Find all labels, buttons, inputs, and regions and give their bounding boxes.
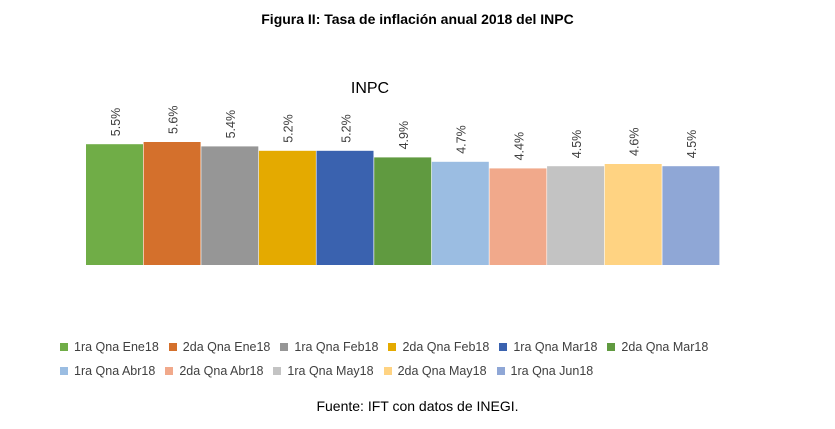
legend-swatch xyxy=(273,367,282,375)
data-label-10: 4.6% xyxy=(628,128,642,157)
bars-group xyxy=(86,142,720,265)
data-labels-group: 5.5% 5.6% 5.4% 5.2% 5.2% 4.9% 4.7% 4.4% 4.5% 4.6%… xyxy=(109,106,699,161)
legend-label: 1ra Qna May18 xyxy=(287,364,374,378)
bar-6 xyxy=(374,157,432,265)
bar-3 xyxy=(201,146,259,265)
data-label-2: 5.6% xyxy=(167,106,181,135)
legend-row-1: 1ra Qna Ene18 2da Qna Ene18 1ra Qna Feb18 2… xyxy=(60,335,780,359)
data-label-1: 5.5% xyxy=(109,108,123,137)
source-note: Fuente: IFT con datos de INEGI. xyxy=(316,398,519,414)
legend-label: 2da Qna May18 xyxy=(397,364,487,378)
legend-label: 2da Qna Mar18 xyxy=(621,340,709,354)
chart-title: INPC xyxy=(351,80,389,97)
legend-label: 1ra Qna Feb18 xyxy=(294,340,379,354)
legend-label: 2da Qna Abr18 xyxy=(179,364,264,378)
data-label-4: 5.2% xyxy=(282,114,296,143)
legend-label: 1ra Qna Mar18 xyxy=(513,340,598,354)
legend-row-2: 1ra Qna Abr18 2da Qna Abr18 1ra Qna May18 2… xyxy=(60,359,780,383)
bar-1 xyxy=(86,144,143,265)
data-label-8: 4.4% xyxy=(512,132,526,161)
legend-swatch xyxy=(165,367,174,375)
legend-item-5: 1ra Qna Mar18 xyxy=(499,340,597,354)
data-label-7: 4.7% xyxy=(455,125,469,154)
data-label-9: 4.5% xyxy=(570,130,584,159)
bar-10 xyxy=(604,164,662,265)
data-label-5: 5.2% xyxy=(339,114,353,143)
bar-8 xyxy=(489,168,547,265)
data-label-11: 4.5% xyxy=(685,130,699,159)
legend-item-9: 1ra Qna May18 xyxy=(273,364,374,378)
chart-legend: 1ra Qna Ene18 2da Qna Ene18 1ra Qna Feb18 2… xyxy=(60,335,780,383)
bar-7 xyxy=(431,161,489,265)
bar-4 xyxy=(258,150,316,265)
inpc-bar-chart: INPC 5.5% 5.6% 5.4% 5.2% 5.2% 4.9% 4.7% 4.4% 4.5… xyxy=(86,80,720,265)
legend-swatch xyxy=(383,367,392,375)
legend-swatch xyxy=(60,367,68,375)
legend-item-7: 1ra Qna Abr18 xyxy=(60,364,155,378)
legend-swatch xyxy=(60,343,68,351)
legend-label: 1ra Qna Ene18 xyxy=(74,340,159,354)
legend-swatch xyxy=(388,343,397,351)
figure-title: Figura II: Tasa de inflación anual 2018 … xyxy=(261,11,574,27)
legend-item-8: 2da Qna Abr18 xyxy=(165,364,263,378)
bar-9 xyxy=(547,166,605,265)
legend-item-2: 2da Qna Ene18 xyxy=(168,340,271,354)
bar-11 xyxy=(662,166,720,265)
legend-swatch xyxy=(496,367,505,375)
data-label-3: 5.4% xyxy=(224,110,238,139)
legend-label: 1ra Qna Jun18 xyxy=(510,364,594,378)
legend-item-6: 2da Qna Mar18 xyxy=(607,340,708,354)
legend-item-1: 1ra Qna Ene18 xyxy=(60,340,159,354)
legend-label: 2da Qna Ene18 xyxy=(182,340,271,354)
bar-2 xyxy=(143,142,201,265)
legend-item-3: 1ra Qna Feb18 xyxy=(280,340,378,354)
legend-swatch xyxy=(280,343,289,351)
bar-5 xyxy=(316,150,374,265)
legend-item-10: 2da Qna May18 xyxy=(383,364,487,378)
legend-item-4: 2da Qna Feb18 xyxy=(388,340,489,354)
legend-item-11: 1ra Qna Jun18 xyxy=(496,364,594,378)
legend-label: 2da Qna Feb18 xyxy=(402,340,490,354)
legend-swatch xyxy=(499,343,508,351)
legend-swatch xyxy=(607,343,616,351)
legend-swatch xyxy=(168,343,177,351)
data-label-6: 4.9% xyxy=(397,121,411,150)
legend-label: 1ra Qna Abr18 xyxy=(74,364,156,378)
